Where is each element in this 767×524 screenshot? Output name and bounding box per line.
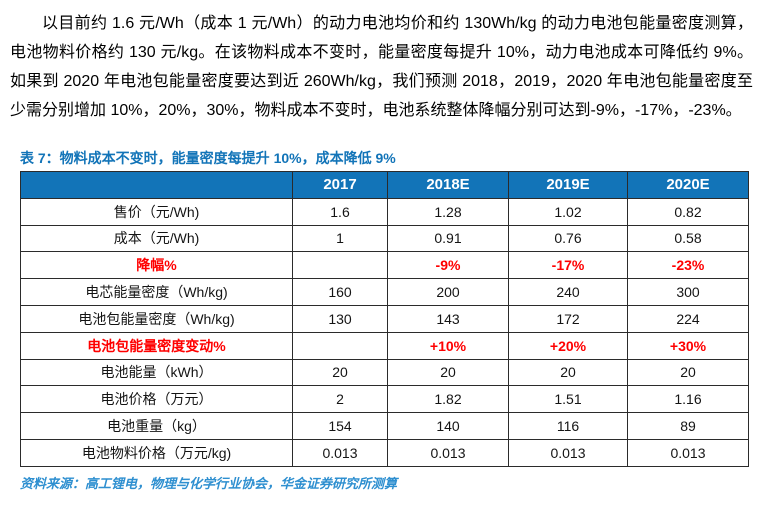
row-label: 电池物料价格（万元/kg) (20, 438, 293, 467)
data-table: 2017 2018E 2019E 2020E 售价（元/Wh) 1.6 1.28 1.02 0… (20, 171, 749, 467)
cell-value: 20 (627, 358, 749, 387)
cell-value: 300 (627, 278, 749, 306)
cell-value: +30% (627, 331, 749, 360)
cell-value: 1.82 (387, 385, 509, 414)
cell-value: 154 (292, 412, 388, 440)
table-row: 电池包能量密度变动% +10% +20% +30% (20, 331, 749, 360)
cell-value: 1 (292, 224, 388, 253)
cell-value: 0.013 (387, 438, 509, 467)
row-label: 降幅% (20, 251, 293, 280)
body-paragraph: 以目前约 1.6 元/Wh（成本 1 元/Wh）的动力电池均价和约 130Wh/… (10, 15, 753, 119)
table-row: 电池能量（kWh） 20 20 20 20 (20, 358, 749, 387)
cell-value: -23% (627, 251, 749, 280)
cell-value: 20 (387, 358, 509, 387)
table-row: 售价（元/Wh) 1.6 1.28 1.02 0.82 (20, 197, 749, 226)
cell-value: 0.58 (627, 224, 749, 253)
row-label: 电池价格（万元） (20, 385, 293, 414)
cell-value (292, 251, 388, 280)
table-row: 电池价格（万元） 2 1.82 1.51 1.16 (20, 385, 749, 414)
cell-value: +10% (387, 331, 509, 360)
cell-value: 224 (627, 304, 749, 333)
cell-value: 0.013 (292, 438, 388, 467)
cell-value: 1.6 (292, 197, 388, 226)
table-body: 售价（元/Wh) 1.6 1.28 1.02 0.82 成本（元/Wh) 1 0.91 0.76… (20, 197, 749, 467)
header-cell-year: 2017 (292, 171, 388, 199)
source-note: 资料来源：高工锂电，物理与化学行业协会，华金证券研究所测算 (20, 475, 398, 491)
row-label: 成本（元/Wh) (20, 224, 293, 253)
cell-value: 1.28 (387, 197, 509, 226)
cell-value: 130 (292, 304, 388, 333)
cell-value (292, 331, 388, 360)
cell-value: 160 (292, 278, 388, 306)
table-row: 降幅% -9% -17% -23% (20, 251, 749, 280)
cell-value: 0.82 (627, 197, 749, 226)
row-label: 电池能量（kWh） (20, 358, 293, 387)
cell-value: 200 (387, 278, 509, 306)
cell-value: 143 (387, 304, 509, 333)
header-cell-year: 2018E (387, 171, 509, 199)
row-label: 电池包能量密度变动% (20, 331, 293, 360)
header-cell-label (20, 171, 293, 199)
table-header-row: 2017 2018E 2019E 2020E (20, 171, 749, 199)
cell-value: 0.013 (508, 438, 628, 467)
cell-value: 116 (508, 412, 628, 440)
cell-value: -17% (508, 251, 628, 280)
cell-value: 1.51 (508, 385, 628, 414)
cell-value: 172 (508, 304, 628, 333)
cell-value: +20% (508, 331, 628, 360)
cell-value: 240 (508, 278, 628, 306)
cell-value: -9% (387, 251, 509, 280)
cell-value: 20 (292, 358, 388, 387)
cell-value: 1.02 (508, 197, 628, 226)
cell-value: 0.91 (387, 224, 509, 253)
table-title: 表 7：物料成本不变时，能量密度每提升 10%，成本降低 9% (20, 150, 396, 166)
table-row: 成本（元/Wh) 1 0.91 0.76 0.58 (20, 224, 749, 253)
cell-value: 0.013 (627, 438, 749, 467)
table-row: 电池包能量密度（Wh/kg) 130 143 172 224 (20, 304, 749, 333)
header-cell-year: 2020E (627, 171, 749, 199)
row-label: 售价（元/Wh) (20, 197, 293, 226)
cell-value: 0.76 (508, 224, 628, 253)
row-label: 电芯能量密度（Wh/kg) (20, 278, 293, 306)
table-row: 电池物料价格（万元/kg) 0.013 0.013 0.013 0.013 (20, 438, 749, 467)
cell-value: 140 (387, 412, 509, 440)
cell-value: 89 (627, 412, 749, 440)
cell-value: 20 (508, 358, 628, 387)
table-row: 电芯能量密度（Wh/kg) 160 200 240 300 (20, 278, 749, 306)
row-label: 电池包能量密度（Wh/kg) (20, 304, 293, 333)
cell-value: 1.16 (627, 385, 749, 414)
cell-value: 2 (292, 385, 388, 414)
table-row: 电池重量（kg） 154 140 116 89 (20, 412, 749, 440)
row-label: 电池重量（kg） (20, 412, 293, 440)
header-cell-year: 2019E (508, 171, 628, 199)
